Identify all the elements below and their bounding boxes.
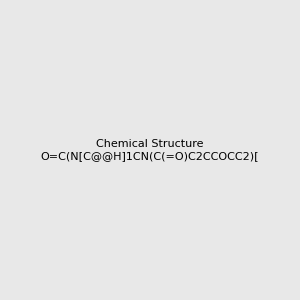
Text: Chemical Structure
O=C(N[C@@H]1CN(C(=O)C2CCOCC2)[: Chemical Structure O=C(N[C@@H]1CN(C(=O)C… (41, 139, 259, 161)
